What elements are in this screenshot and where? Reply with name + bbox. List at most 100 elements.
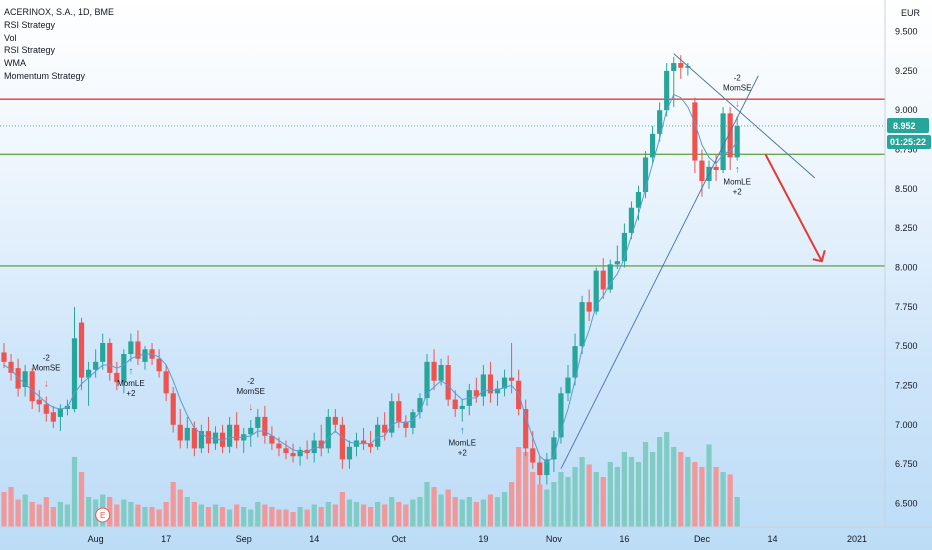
volume-bar <box>248 509 254 527</box>
volume-bar <box>262 504 268 527</box>
volume-bar <box>234 504 240 527</box>
candle-body <box>339 424 345 460</box>
volume-bar <box>121 499 127 527</box>
y-tick-label: 6.750 <box>895 459 918 469</box>
volume-bar <box>78 472 85 527</box>
volume-bar <box>734 497 740 527</box>
candle-body <box>93 361 99 370</box>
candle-body <box>713 166 719 170</box>
candle-body <box>501 377 508 389</box>
candle-body <box>396 401 402 422</box>
candle-body <box>692 102 698 161</box>
candle-body <box>283 448 289 454</box>
candle-body <box>642 157 649 193</box>
volume-bar <box>727 474 733 527</box>
volume-bar <box>685 457 691 527</box>
signal-label: MomSE <box>723 84 751 93</box>
candle-body <box>720 113 726 170</box>
volume-bar <box>600 477 606 527</box>
candle-body <box>107 342 113 373</box>
volume-bar <box>657 437 663 527</box>
volume-bar <box>156 509 162 527</box>
legend-indicator-rsi-2[interactable]: RSI Strategy <box>4 45 56 56</box>
volume-bar <box>212 504 219 527</box>
volume-bar <box>283 509 289 527</box>
candle-body <box>664 70 670 111</box>
y-tick-label: 9.250 <box>895 66 918 76</box>
volume-bar <box>445 489 451 527</box>
candle-body <box>346 446 353 460</box>
volume-bar <box>339 492 345 527</box>
volume-bar <box>353 502 360 527</box>
candle-body <box>368 443 374 447</box>
candle-body <box>43 404 49 414</box>
candle-body <box>163 371 169 394</box>
volume-bar <box>1 492 7 527</box>
wma-layer <box>3 93 738 464</box>
volume-bar <box>607 462 613 527</box>
y-tick-label: 9.000 <box>895 105 918 115</box>
legend-indicator-rsi-1[interactable]: RSI Strategy <box>4 19 56 30</box>
candle-body <box>36 399 42 405</box>
signal-label: -2 <box>247 377 255 386</box>
volume-bar <box>621 452 627 527</box>
countdown-badge-bg <box>887 134 931 149</box>
volume-bar <box>417 497 423 527</box>
volume-bar <box>36 504 42 527</box>
candle-body <box>297 449 303 457</box>
signal-label: +2 <box>458 449 468 458</box>
volume-bar <box>523 452 529 527</box>
legend-symbol[interactable]: ACERINOX, S.A., 1D, BME <box>4 7 115 17</box>
volume-bar <box>544 489 550 527</box>
volume-bar <box>452 497 458 527</box>
event-marker <box>95 507 111 523</box>
volume-bar <box>128 502 134 527</box>
chart-legend: ACERINOX, S.A., 1D, BME RSI Strategy Vol… <box>4 6 114 83</box>
candle-body <box>382 424 388 433</box>
legend-indicator-momentum[interactable]: Momentum Strategy <box>4 70 86 81</box>
volume-bar <box>135 504 141 527</box>
x-tick-label: Oct <box>392 534 407 544</box>
candle-body <box>678 63 684 68</box>
candle-body <box>607 264 613 290</box>
candle-body <box>537 462 543 476</box>
volume-layer <box>1 432 740 527</box>
candle-body <box>699 160 705 181</box>
volume-bar <box>142 507 148 527</box>
volume-bar <box>177 489 183 527</box>
x-tick-label: 14 <box>309 534 319 544</box>
volume-bar <box>332 504 338 527</box>
price-badge: 8.952 <box>893 121 916 131</box>
x-tick-label: Sep <box>236 534 252 544</box>
volume-bar <box>276 509 282 527</box>
volume-bar <box>403 504 409 527</box>
candle-body <box>403 421 409 428</box>
signal-label: -2 <box>43 353 51 362</box>
candle-body <box>487 374 494 394</box>
candle-body <box>135 341 141 359</box>
volume-bar <box>346 499 353 527</box>
candle-body <box>248 427 254 435</box>
y-tick-label: 7.500 <box>895 341 918 351</box>
volume-bar <box>360 504 367 527</box>
volume-bar <box>459 499 465 527</box>
falling-trendline <box>673 53 816 179</box>
candle-body <box>734 125 740 158</box>
volume-bar <box>86 497 92 527</box>
legend-indicator-vol[interactable]: Vol <box>4 32 17 43</box>
x-tick-label: 17 <box>161 534 171 544</box>
volume-bar <box>593 472 599 527</box>
legend-indicator-wma[interactable]: WMA <box>4 58 26 69</box>
volume-bar <box>163 502 169 527</box>
y-tick-label: 6.500 <box>895 498 918 508</box>
volume-bar <box>628 457 635 527</box>
volume-bar <box>149 507 155 527</box>
arrow-down-icon: ↓ <box>248 402 253 413</box>
volume-bar <box>558 472 564 527</box>
y-tick-label: 7.000 <box>895 420 918 430</box>
candle-body <box>128 341 134 354</box>
candle-body <box>727 113 733 158</box>
volume-bar <box>480 499 486 527</box>
